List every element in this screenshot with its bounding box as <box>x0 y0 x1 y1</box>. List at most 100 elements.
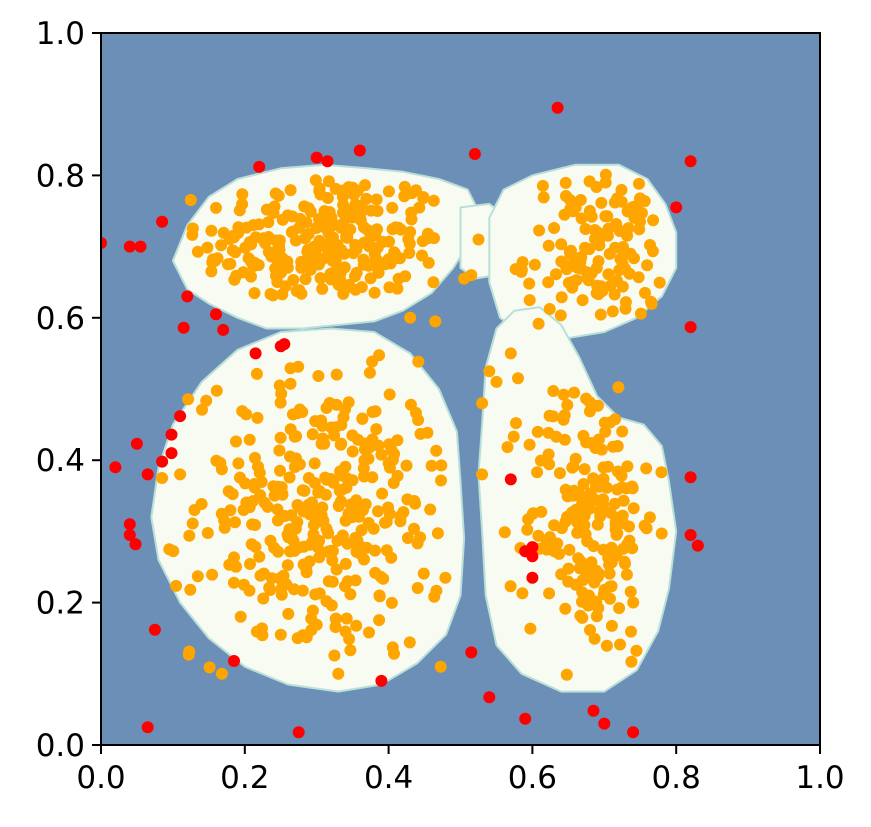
inlier-point <box>620 568 633 581</box>
inlier-point <box>521 523 534 536</box>
inlier-point <box>233 204 246 217</box>
inlier-point <box>320 595 333 608</box>
inlier-point <box>507 430 520 443</box>
inlier-point <box>234 471 246 484</box>
inlier-point <box>218 521 231 534</box>
inlier-point <box>531 466 544 479</box>
inlier-point <box>554 309 567 322</box>
inlier-point <box>295 261 308 274</box>
inlier-point <box>302 247 315 260</box>
inlier-point <box>543 409 556 422</box>
inlier-point <box>224 504 237 517</box>
inlier-point <box>376 487 389 500</box>
inlier-point <box>330 368 343 381</box>
inlier-point <box>593 567 605 580</box>
inlier-point <box>267 480 280 493</box>
inlier-point <box>275 387 288 400</box>
inlier-point <box>182 393 195 406</box>
inlier-point <box>313 534 326 547</box>
outlier-point <box>321 155 334 168</box>
inlier-point <box>337 217 350 230</box>
inlier-point <box>392 272 405 285</box>
inlier-point <box>196 403 208 416</box>
inlier-point <box>313 587 326 600</box>
outlier-point <box>129 538 142 551</box>
inlier-point <box>386 201 399 214</box>
inlier-point <box>228 551 240 564</box>
inlier-point <box>404 398 417 411</box>
inlier-point <box>232 457 245 470</box>
inlier-point <box>296 629 309 642</box>
inlier-point <box>184 583 197 596</box>
inlier-point <box>375 448 388 461</box>
inlier-point <box>215 239 228 252</box>
inlier-point <box>205 265 218 278</box>
y-tick-label: 0.4 <box>36 443 85 479</box>
inlier-point <box>527 507 540 520</box>
inlier-point <box>490 375 503 388</box>
inlier-point <box>435 459 448 472</box>
inlier-point <box>313 184 326 197</box>
inlier-point <box>633 177 645 190</box>
inlier-point <box>590 181 603 193</box>
inlier-point <box>616 280 629 293</box>
inlier-point <box>325 273 337 286</box>
inlier-point <box>367 522 380 535</box>
inlier-point <box>571 261 584 274</box>
inlier-point <box>217 226 230 239</box>
inlier-point <box>615 469 628 482</box>
inlier-point <box>655 527 668 540</box>
inlier-point <box>627 596 640 609</box>
inlier-point <box>619 296 632 309</box>
inlier-point <box>583 204 596 217</box>
inlier-point <box>612 381 625 394</box>
inlier-point <box>579 223 592 235</box>
inlier-point <box>287 534 300 547</box>
inlier-point <box>333 484 346 497</box>
inlier-point <box>504 580 517 593</box>
inlier-point <box>397 506 410 519</box>
inlier-point <box>337 411 350 424</box>
inlier-point <box>382 457 395 470</box>
inlier-point <box>339 625 352 638</box>
inlier-point <box>547 385 560 397</box>
inlier-point <box>566 281 579 294</box>
inlier-point <box>322 175 335 188</box>
inlier-point <box>550 268 562 281</box>
inlier-point <box>608 497 621 510</box>
x-tick-label: 0.2 <box>220 760 269 796</box>
inlier-point <box>355 281 368 294</box>
inlier-point <box>593 239 606 252</box>
inlier-point <box>605 556 618 569</box>
outlier-point <box>278 338 291 351</box>
inlier-point <box>532 529 545 542</box>
inlier-point <box>273 444 286 457</box>
inlier-point <box>351 202 364 215</box>
inlier-point <box>300 216 313 229</box>
inlier-point <box>251 411 264 424</box>
inlier-point <box>334 495 347 508</box>
x-tick-label: 0.8 <box>652 760 701 796</box>
inlier-point <box>314 253 327 266</box>
inlier-point <box>371 205 384 217</box>
inlier-point <box>230 435 242 448</box>
inlier-point <box>308 457 321 470</box>
y-tick-label: 0.6 <box>36 301 85 337</box>
inlier-point <box>183 529 196 542</box>
inlier-point <box>595 280 608 293</box>
inlier-point <box>476 468 489 481</box>
inlier-point <box>607 440 619 453</box>
inlier-point <box>313 551 326 564</box>
x-tick-label: 0.4 <box>364 760 413 796</box>
inlier-point <box>339 557 352 570</box>
inlier-point <box>188 504 201 516</box>
inlier-point <box>373 349 386 362</box>
inlier-point <box>236 188 249 201</box>
inlier-point <box>630 200 643 213</box>
inlier-point <box>615 195 628 208</box>
inlier-point <box>373 614 386 627</box>
inlier-point <box>297 505 310 518</box>
inlier-point <box>320 473 333 486</box>
